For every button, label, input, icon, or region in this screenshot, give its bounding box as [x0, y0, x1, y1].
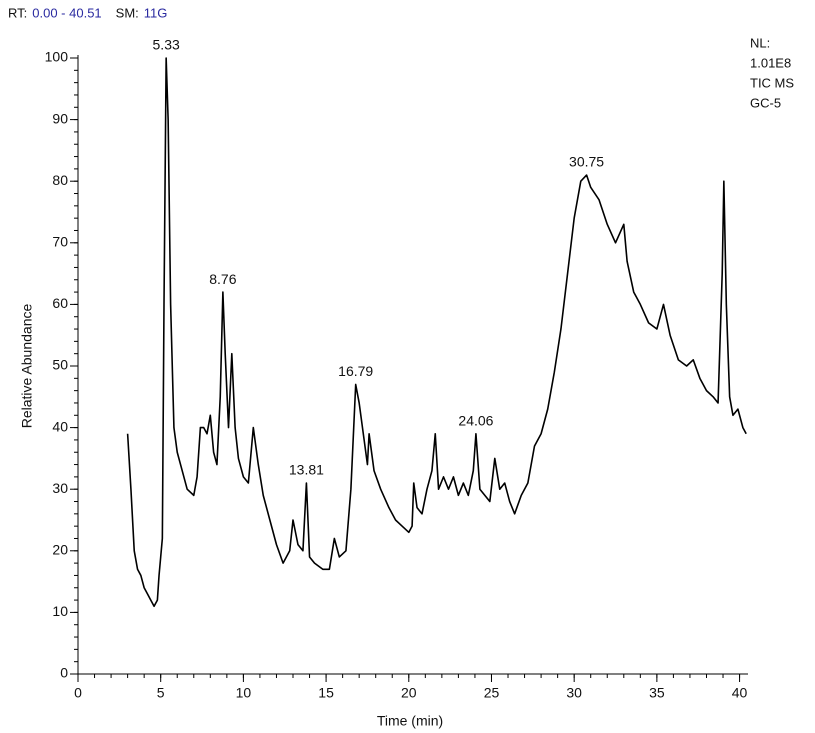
info-text: GC-5	[750, 95, 781, 110]
y-tick-label: 50	[52, 357, 68, 373]
x-tick-label: 35	[649, 685, 665, 701]
y-tick-label: 20	[52, 542, 68, 558]
x-tick-label: 0	[74, 685, 82, 701]
y-tick-label: 80	[52, 172, 68, 188]
x-tick-label: 15	[318, 685, 334, 701]
peak-label: 13.81	[289, 462, 324, 478]
header-text: RT:	[8, 5, 27, 20]
x-tick-label: 5	[157, 685, 165, 701]
x-axis-label: Time (min)	[377, 713, 443, 729]
y-tick-label: 90	[52, 110, 68, 126]
y-tick-label: 30	[52, 480, 68, 496]
header-text: SM:	[116, 5, 139, 20]
chromatogram-line	[126, 57, 747, 608]
x-tick-label: 25	[484, 685, 500, 701]
y-tick-label: 40	[52, 418, 68, 434]
header-text: 11G	[144, 5, 168, 20]
peak-label: 30.75	[569, 154, 604, 170]
x-tick-label: 30	[566, 685, 582, 701]
peak-label: 24.06	[458, 412, 493, 428]
x-tick-label: 10	[236, 685, 252, 701]
peak-label: 16.79	[338, 363, 373, 379]
y-tick-label: 0	[60, 665, 68, 681]
peak-label: 8.76	[209, 271, 236, 287]
info-text: NL:	[750, 35, 770, 50]
info-text: 1.01E8	[750, 55, 791, 70]
y-axis-label: Relative Abundance	[19, 304, 35, 429]
y-tick-label: 100	[45, 49, 69, 65]
info-text: TIC MS	[750, 75, 794, 90]
y-tick-label: 60	[52, 295, 68, 311]
y-tick-label: 10	[52, 603, 68, 619]
peak-label: 5.33	[153, 37, 180, 53]
x-tick-label: 20	[401, 685, 417, 701]
header-text: 0.00 - 40.51	[32, 5, 101, 20]
x-tick-label: 40	[732, 685, 748, 701]
y-tick-label: 70	[52, 234, 68, 250]
